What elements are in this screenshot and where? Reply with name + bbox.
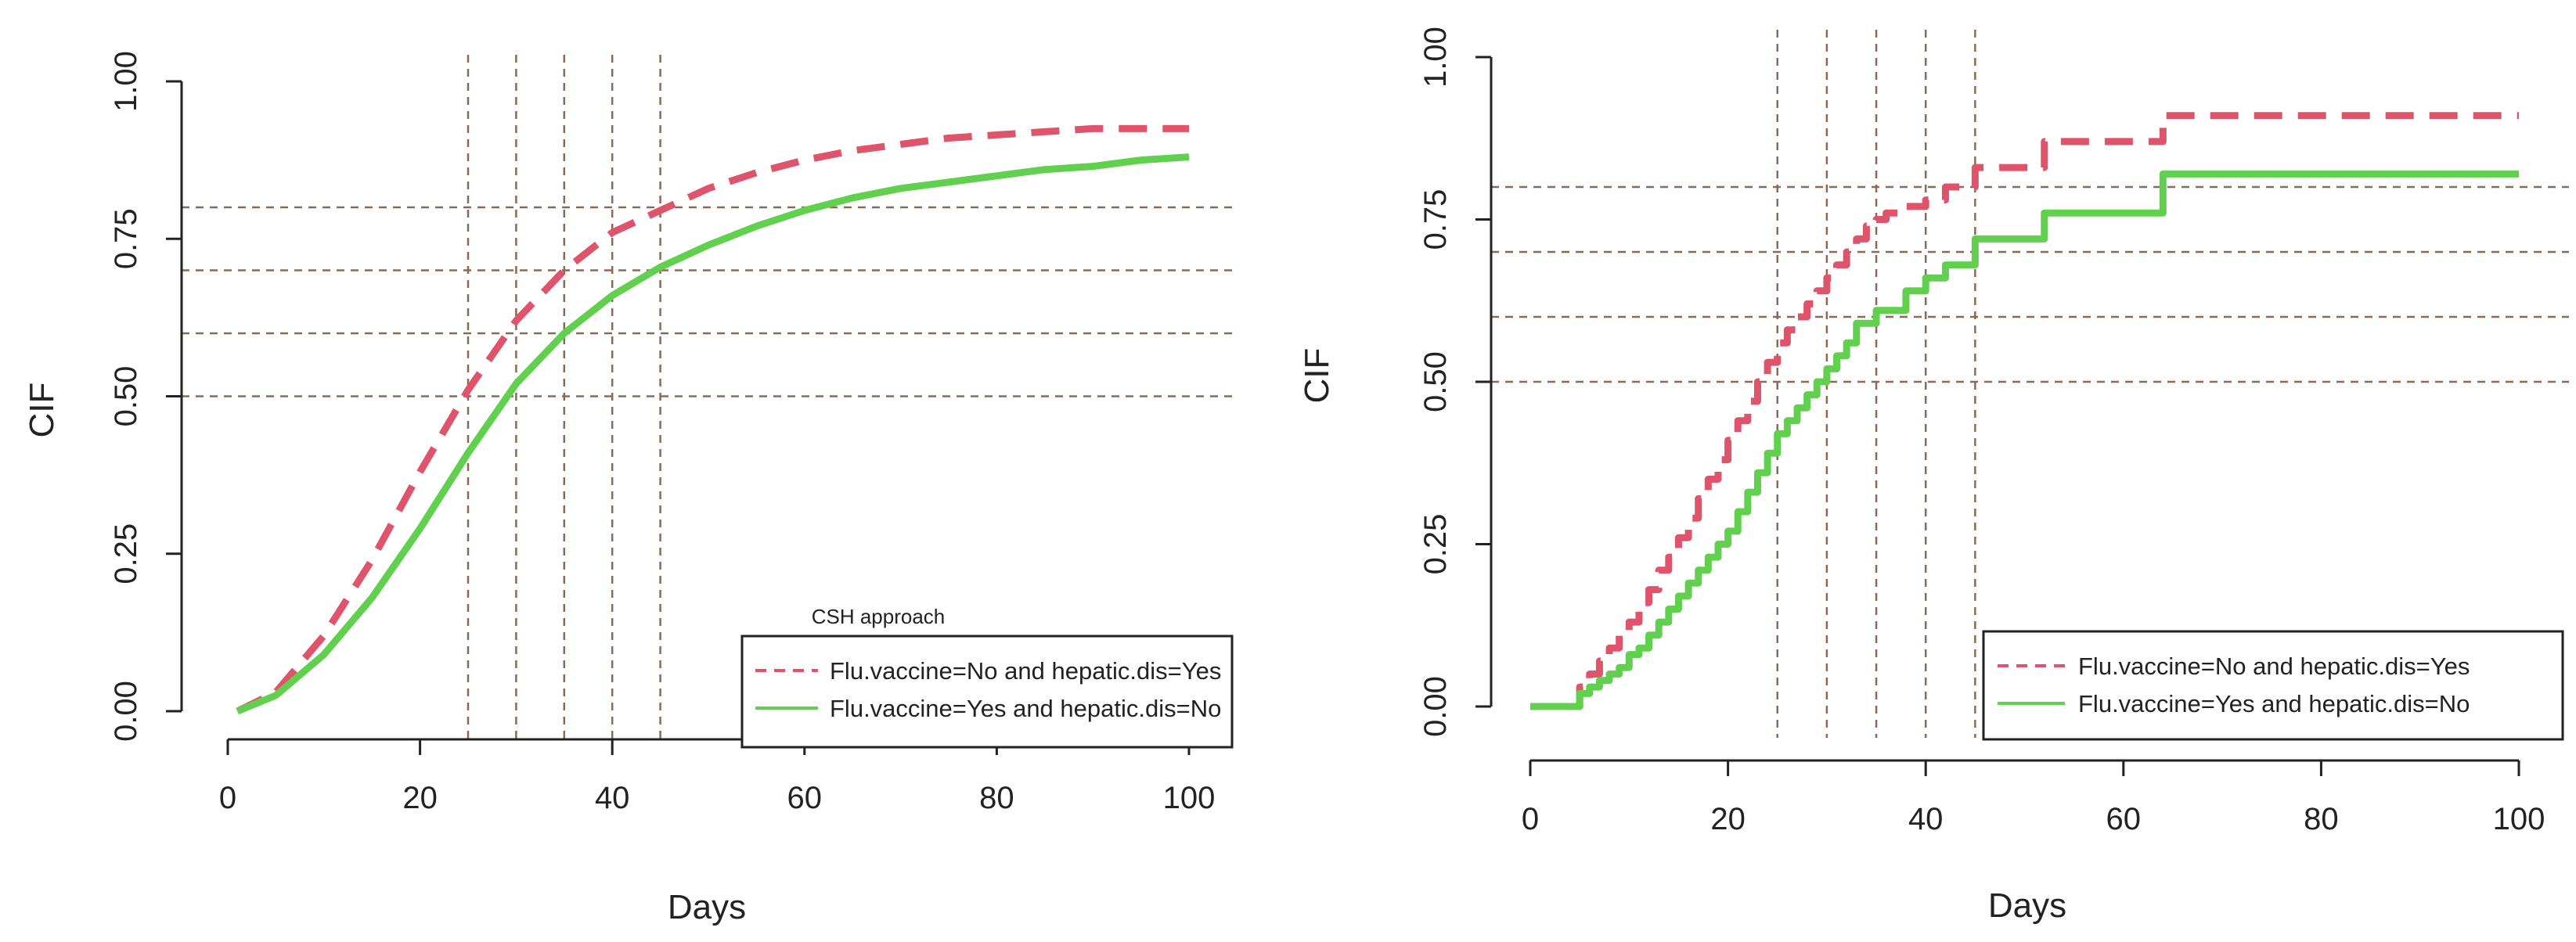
right-legend: Flu.vaccine=No and hepatic.dis=Yes Flu.v… bbox=[1982, 630, 2564, 741]
right-y-tick-label: 1.00 bbox=[1418, 27, 1453, 88]
right-y-tick-label: 0.25 bbox=[1418, 514, 1453, 575]
left-legend-label-no-vaccine: Flu.vaccine=No and hepatic.dis=Yes bbox=[830, 657, 1221, 685]
left-legend-label-vaccine: Flu.vaccine=Yes and hepatic.dis=No bbox=[830, 695, 1221, 722]
right-legend-box bbox=[1982, 630, 2564, 741]
right-x-tick-label: 100 bbox=[2493, 802, 2545, 836]
left-x-tick-label: 60 bbox=[787, 781, 823, 815]
right-x-axis-title: Days bbox=[1988, 886, 2066, 925]
left-y-tick-label: 0.50 bbox=[109, 366, 143, 427]
left-legend-box bbox=[740, 635, 1234, 749]
left-y-tick-label: 1.00 bbox=[109, 51, 143, 112]
right-x-tick-label: 40 bbox=[1908, 802, 1944, 836]
right-x-tick-label: 60 bbox=[2106, 802, 2142, 836]
left-x-tick-label: 0 bbox=[219, 781, 236, 815]
right-y-axis-title: CIF bbox=[1298, 348, 1336, 404]
right-x-tick-label: 80 bbox=[2304, 802, 2339, 836]
right-axes: 0 20 40 60 80 100 0.00 0.25 0.50 0.75 1.00 bbox=[1418, 27, 2545, 836]
left-series-vaccine-yes-hepatic-no bbox=[236, 153, 1190, 715]
left-legend: Flu.vaccine=No and hepatic.dis=Yes Flu.v… bbox=[740, 635, 1234, 749]
right-series-vaccine-yes-hepatic-no bbox=[1530, 170, 2519, 710]
left-panel: 0 20 40 60 80 100 0.00 0.25 0.50 0.75 1.00 Days C… bbox=[23, 51, 1234, 926]
left-x-tick-label: 100 bbox=[1163, 781, 1216, 815]
left-x-tick-label: 40 bbox=[595, 781, 630, 815]
right-legend-label-vaccine: Flu.vaccine=Yes and hepatic.dis=No bbox=[2078, 690, 2470, 717]
right-legend-label-no-vaccine: Flu.vaccine=No and hepatic.dis=Yes bbox=[2078, 653, 2470, 680]
left-axes: 0 20 40 60 80 100 0.00 0.25 0.50 0.75 1.00 bbox=[109, 51, 1215, 815]
left-y-tick-label: 0.00 bbox=[109, 681, 143, 742]
left-y-axis-title: CIF bbox=[23, 383, 61, 438]
left-y-tick-label: 0.75 bbox=[109, 208, 143, 269]
left-y-tick-label: 0.25 bbox=[109, 523, 143, 584]
left-series-group bbox=[236, 124, 1190, 715]
right-x-ticks: 0 20 40 60 80 100 bbox=[1522, 760, 2545, 836]
right-series-group bbox=[1530, 112, 2519, 710]
right-series-no-vaccine-hepatic-yes bbox=[1530, 112, 2519, 710]
left-reference-lines bbox=[182, 55, 1234, 739]
right-y-tick-label: 0.00 bbox=[1418, 676, 1453, 737]
right-y-ticks: 0.00 0.25 0.50 0.75 1.00 bbox=[1418, 27, 1491, 737]
right-y-tick-label: 0.75 bbox=[1418, 189, 1453, 250]
left-x-axis-title: Days bbox=[668, 888, 746, 926]
right-panel: 0 20 40 60 80 100 0.00 0.25 0.50 0.75 1.00 Days C… bbox=[1298, 27, 2569, 925]
right-x-tick-label: 0 bbox=[1522, 802, 1539, 836]
left-y-ticks: 0.00 0.25 0.50 0.75 1.00 bbox=[109, 51, 182, 742]
right-x-tick-label: 20 bbox=[1710, 802, 1746, 836]
right-y-tick-label: 0.50 bbox=[1418, 351, 1453, 412]
left-series-no-vaccine-hepatic-yes bbox=[236, 124, 1189, 715]
left-x-tick-label: 20 bbox=[402, 781, 438, 815]
left-x-ticks: 0 20 40 60 80 100 bbox=[219, 739, 1216, 815]
left-legend-title: CSH approach bbox=[812, 605, 946, 628]
left-x-tick-label: 80 bbox=[979, 781, 1014, 815]
